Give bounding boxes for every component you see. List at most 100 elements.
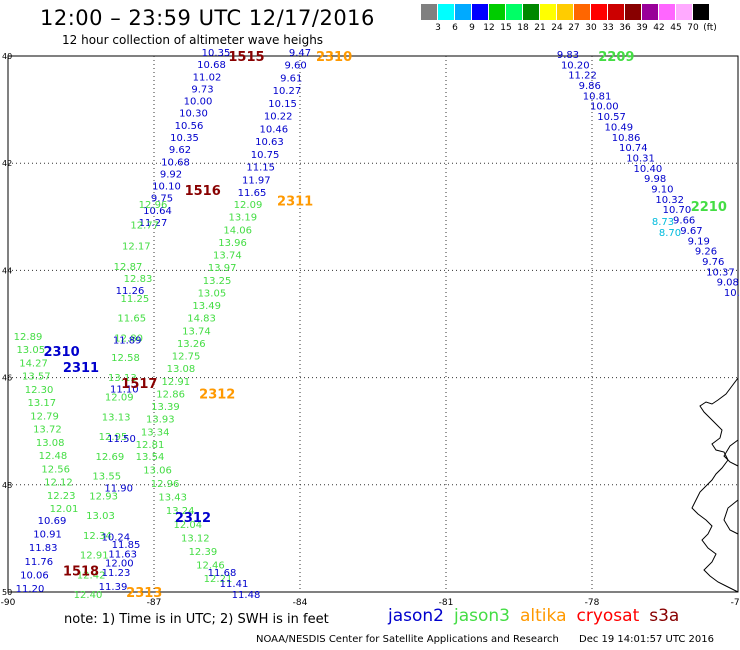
satellite-tracks: 10.3510.6811.029.7310.0010.3010.5610.359… <box>14 48 740 601</box>
wave-height-value: 9.19 <box>688 236 710 247</box>
lat-tick-label: 40 <box>2 52 12 61</box>
wave-height-value: 10.46 <box>259 124 288 135</box>
color-swatch <box>608 4 625 20</box>
color-tick-label: (ft) <box>703 23 717 33</box>
wave-height-value: 12.46 <box>196 560 225 571</box>
wave-height-value: 10.64 <box>143 206 172 217</box>
track-jason3: 12.96 12.77 12.17 12.87 <box>114 200 168 273</box>
lon-tick-label: -90 <box>1 598 16 608</box>
track-jason2: 9.47 9.609.61 10.27 10.15 10.2210.46 10.63 10.… <box>238 48 311 199</box>
wave-height-value: 12.91 <box>161 377 190 388</box>
wave-height-value: 13.74 <box>213 251 242 262</box>
wave-height-value: 12.91 <box>80 551 109 562</box>
lat-tick-label: 46 <box>2 374 12 383</box>
wave-height-value: 9.67 <box>680 226 702 237</box>
wave-height-value: 11.23 <box>102 568 131 579</box>
color-tick-label: 42 <box>653 23 665 33</box>
wave-height-value: 13.55 <box>92 472 121 483</box>
wave-height-value: 12.42 <box>77 570 106 581</box>
pass-number-label: 2310 <box>316 50 352 65</box>
color-tick-label: 70 <box>687 23 699 33</box>
wave-height-value: 9.75 <box>151 194 173 205</box>
color-tick-label: 27 <box>568 23 580 33</box>
color-swatch <box>438 4 455 20</box>
pass-number-label: 1515 <box>228 50 264 65</box>
color-tick-label: 21 <box>534 23 546 33</box>
credit-line: NOAA/NESDIS Center for Satellite Applica… <box>256 634 559 645</box>
wave-height-value: 11.22 <box>568 71 597 82</box>
coastline-path <box>723 499 739 535</box>
wave-height-value: 9.83 <box>557 50 579 61</box>
track-jason2: 10.3510.6811.029.7310.0010.3010.5610.359… <box>139 48 231 229</box>
color-tick-label: 9 <box>469 23 475 33</box>
wave-height-value: 10.35 <box>202 48 231 59</box>
wave-height-value: 10.68 <box>197 60 226 71</box>
wave-height-value: 13.26 <box>177 339 206 350</box>
wave-height-value: 11.63 <box>108 549 137 560</box>
wave-height-value: 10.31 <box>626 153 655 164</box>
wave-height-value: 12.12 <box>44 478 73 489</box>
wave-height-value: 9.10 <box>651 185 673 196</box>
wave-height-value: 13.06 <box>143 466 172 477</box>
pass-number-label: 1517 <box>121 377 157 392</box>
pass-number-label: 1518 <box>63 565 99 580</box>
wave-height-value: 13.43 <box>158 493 187 504</box>
wave-height-value: 13.13 <box>102 412 131 423</box>
wave-height-value: 12.93 <box>89 491 118 502</box>
coastline <box>691 377 739 593</box>
wave-height-value: 12.30 <box>25 385 54 396</box>
wave-height-value: 13.72 <box>33 425 62 436</box>
wave-height-value: 12.58 <box>111 353 140 364</box>
color-swatch <box>540 4 557 20</box>
wave-height-value: 9.92 <box>160 169 182 180</box>
wave-height-value: 11.10 <box>110 385 139 396</box>
track-cyan: 8.738.70 <box>652 217 681 239</box>
wave-height-value: 13.93 <box>146 415 175 426</box>
wave-height-value: 12.86 <box>156 389 185 400</box>
color-swatch <box>506 4 523 20</box>
lat-lon-grid <box>7 55 739 593</box>
wave-height-value: 11.68 <box>208 568 237 579</box>
footnote: note: 1) Time is in UTC; 2) SWH is in fe… <box>64 612 329 627</box>
wave-height-value: 12.48 <box>39 451 68 462</box>
legend-item-cryosat: cryosat <box>576 606 640 626</box>
color-swatch <box>642 4 659 20</box>
wave-height-value: 8.73 <box>652 217 674 228</box>
wave-height-value: 12.80 <box>114 333 143 344</box>
wave-height-value: 12.23 <box>47 491 76 502</box>
wave-height-value: 9.47 <box>289 48 311 59</box>
wave-height-value: 11.90 <box>104 483 133 494</box>
wave-height-value: 11.83 <box>29 543 58 554</box>
page-subtitle: 12 hour collection of altimeter wave hei… <box>62 33 324 47</box>
lat-tick-label: 50 <box>2 588 12 597</box>
color-swatch <box>591 4 608 20</box>
wave-height-value: 11.65 <box>117 314 146 325</box>
pass-number-label: 2310 <box>43 345 79 360</box>
wave-height-value: 10.63 <box>255 137 284 148</box>
lon-tick-label: -87 <box>147 598 162 608</box>
lon-tick-label: -75 <box>731 598 740 608</box>
wave-height-value: 13.54 <box>136 452 165 463</box>
wave-height-value: 13.39 <box>151 402 180 413</box>
track-jason3: 12.0913.1914.0613.9613.7413.9713.2513.05… <box>136 200 263 451</box>
coastline-path <box>691 377 739 593</box>
wave-height-value: 11.89 <box>113 335 142 346</box>
wave-height-value: 12.40 <box>74 590 103 601</box>
legend-item-jason3: jason3 <box>454 606 510 626</box>
wave-height-value: 13.13 <box>108 373 137 384</box>
pass-number-label: 2313 <box>126 586 162 601</box>
wave-height-value: 9.60 <box>285 61 307 72</box>
color-tick-label: 30 <box>585 23 597 33</box>
wave-height-value: 10.37 <box>706 267 735 278</box>
color-swatch <box>676 4 693 20</box>
lat-tick-label: 48 <box>2 481 12 490</box>
wave-height-value: 10.15 <box>268 99 297 110</box>
wave-height-value: 10.81 <box>583 91 612 102</box>
wave-height-value: 13.97 <box>208 263 237 274</box>
wave-height-value: 13.05 <box>16 345 45 356</box>
wave-height-value: 9.08 <box>717 278 739 289</box>
wave-height-value: 10.27 <box>273 86 302 97</box>
wave-height-value: 12.95 <box>99 432 128 443</box>
wave-height-value: 12.96 <box>151 479 180 490</box>
wave-height-value: 13.74 <box>182 326 211 337</box>
